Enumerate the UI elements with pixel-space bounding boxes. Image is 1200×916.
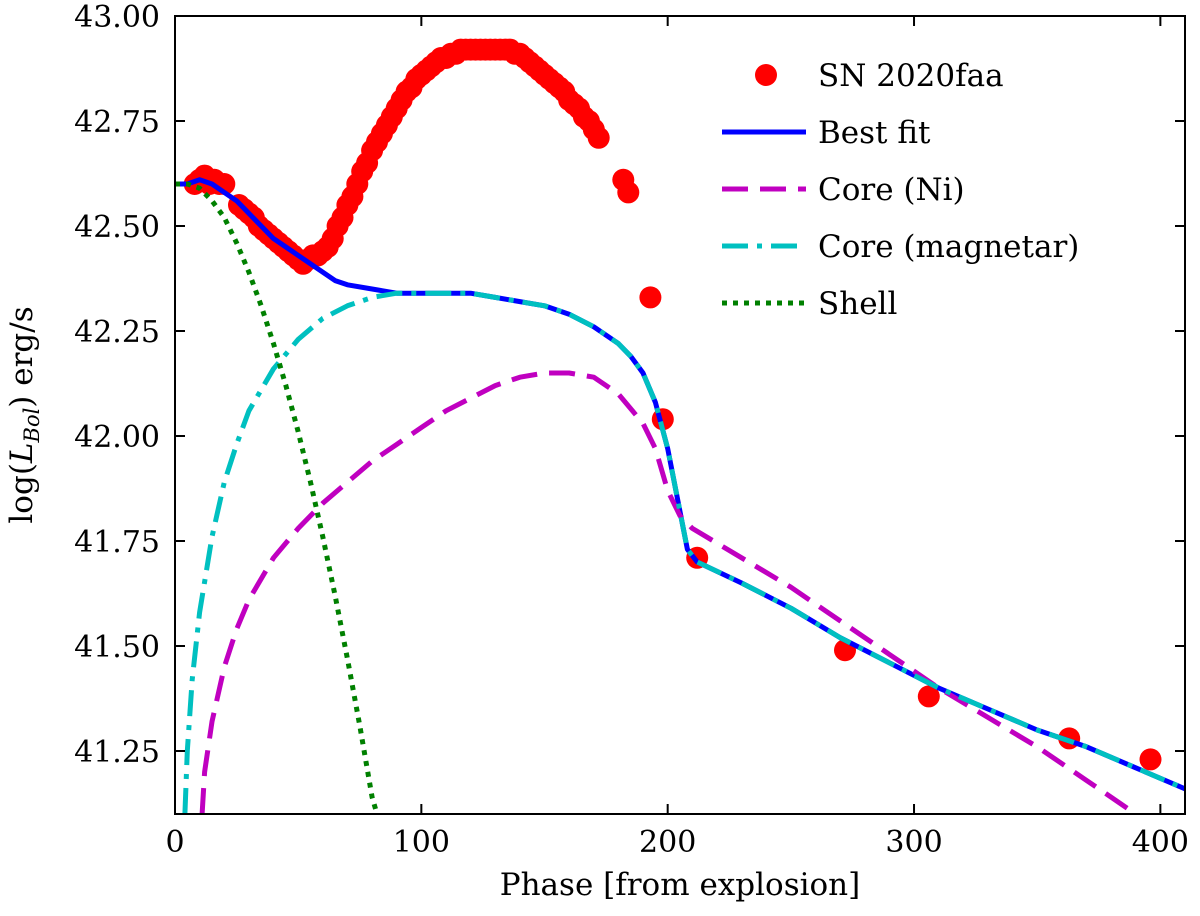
tick-layer: 0 100 200 300 400 41.25 41.50 41.75 42.00 42.25 42… [74,0,1189,860]
legend-label: Core (Ni) [818,172,965,208]
x-tick-label: 400 [1132,825,1189,860]
y-tick-label: 41.25 [74,735,160,770]
plot-frame [174,15,1186,815]
x-axis-label: Phase [from explosion] [500,867,861,903]
legend-label: Shell [818,286,897,322]
data-point-87 [917,685,940,708]
legend-marker [755,64,777,86]
y-axis-label-subscript: Bol [20,408,44,444]
y-axis-label-suffix: ) erg/s [4,306,40,407]
series-layer [175,38,1185,814]
series-line-1 [175,177,1185,792]
data-point-80 [587,126,610,149]
y-axis-label-prefix: log( [4,463,40,524]
y-tick-label: 41.50 [74,630,160,665]
data-point-82 [617,181,640,204]
y-tick-label: 43.00 [74,0,160,35]
x-tick-label: 300 [885,825,942,860]
series-line-2 [199,370,1138,814]
series-line-4 [175,181,380,814]
data-point-83 [639,286,662,309]
legend-label: Best fit [818,115,931,151]
x-tick-label: 100 [393,825,450,860]
legend-label: Core (magnetar) [818,229,1079,265]
x-tick-label: 200 [639,825,696,860]
legend-label: SN 2020faa [818,58,1004,94]
y-tick-label: 42.50 [74,210,160,245]
x-tick-label: 0 [165,825,184,860]
y-tick-label: 42.25 [74,315,160,350]
legend: SN 2020faa Best fit Core (Ni) Core (magneta… [722,58,1079,322]
y-tick-label: 42.75 [74,105,160,140]
series-line-3 [182,290,1185,814]
y-tick-label: 42.00 [74,420,160,455]
y-tick-label: 41.75 [74,525,160,560]
data-point-89 [1139,748,1162,771]
y-axis-label: log(LBol) erg/s [4,306,44,523]
y-axis-label-symbol: L [4,442,40,464]
